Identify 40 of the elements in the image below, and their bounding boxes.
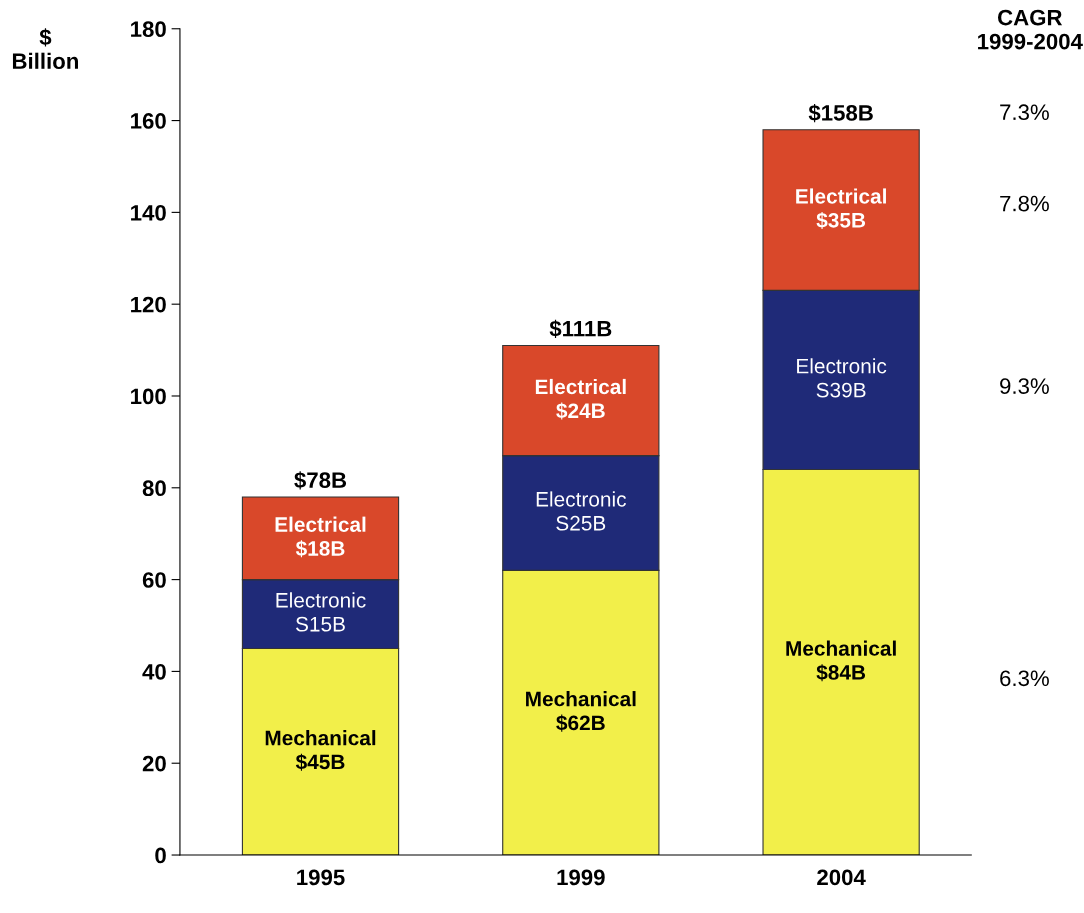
data-label: S15B (295, 616, 345, 632)
data-label: $62B (556, 714, 605, 732)
y-tick-label: 180 (131, 21, 166, 38)
text: 7.8% (1000, 195, 1049, 212)
x-tick-label: 1999 (557, 869, 605, 886)
text: 6.3% (1000, 670, 1049, 687)
data-label: $45B (295, 753, 345, 771)
y-axis-title: $ Billion (12, 28, 78, 70)
series-label: Electrical (275, 516, 366, 532)
data-label: $35B (816, 211, 866, 229)
data-label: $18B (295, 540, 345, 558)
data-label: $24B (556, 402, 605, 420)
y-tick-label: 0 (155, 847, 166, 864)
text: Mechanical (786, 640, 896, 656)
x-tick-label: 2004 (817, 869, 866, 886)
y-tick-label: 160 (131, 113, 166, 129)
y-tick-label: 40 (142, 663, 166, 680)
text: 9.3% (1000, 378, 1049, 394)
total-label: $158B (808, 104, 873, 123)
total-label: $111B (549, 319, 612, 338)
text: Electronic (797, 358, 887, 374)
text: Mechanical (265, 730, 376, 746)
y-tick-label: 80 (142, 480, 166, 497)
y-tick-label: 20 (142, 755, 166, 772)
y-tick-label: 100 (131, 388, 166, 405)
text: CAGR 1999-2004 (978, 9, 1083, 50)
text: 7.3% (1000, 104, 1049, 121)
total-label: $78B (294, 471, 347, 490)
text: Electrical (535, 378, 626, 395)
x-tick-label: 1995 (297, 869, 345, 886)
data-label: $84B (816, 664, 866, 682)
data-label: S25B (556, 515, 606, 531)
text: Electrical (796, 188, 886, 204)
series-label: Electronic (276, 592, 366, 608)
y-tick-label: 120 (131, 296, 166, 313)
y-tick-label: 140 (131, 204, 166, 221)
series-label: Mechanical (526, 691, 636, 707)
text: Electronic (536, 491, 626, 507)
data-label: S39B (816, 382, 866, 398)
y-tick-label: 60 (142, 572, 166, 588)
